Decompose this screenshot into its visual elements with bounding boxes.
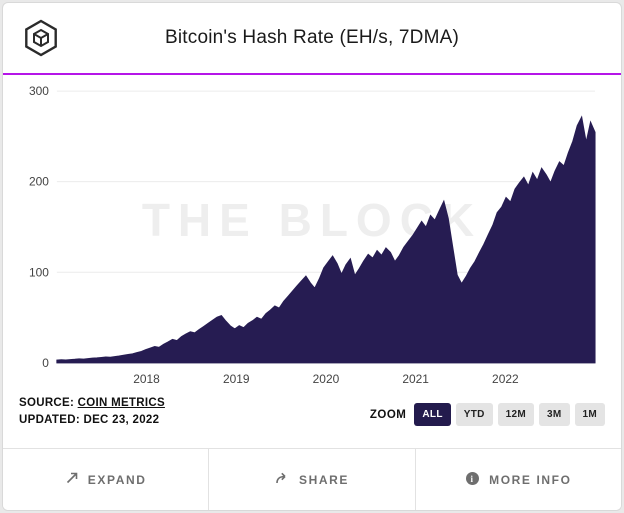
expand-icon: [65, 471, 79, 488]
svg-text:300: 300: [29, 84, 49, 98]
zoom-controls: ZOOM ALL YTD 12M 3M 1M: [370, 403, 605, 428]
card-header: Bitcoin's Hash Rate (EH/s, 7DMA): [3, 3, 621, 73]
hash-rate-chart: 0 100 200 300 2018 2019 2020 2021 2022: [29, 84, 596, 386]
chart-area: THE BLOCK 0 100 200 300 2018 2019 2020 2021 2022: [3, 75, 621, 393]
zoom-label: ZOOM: [369, 408, 407, 421]
zoom-option-ytd[interactable]: YTD: [455, 403, 493, 427]
zoom-button-group: ALL YTD 12M 3M 1M: [414, 403, 605, 427]
source-link[interactable]: COIN METRICS: [77, 397, 165, 409]
svg-text:2022: 2022: [492, 372, 519, 386]
svg-text:i: i: [471, 474, 475, 484]
zoom-option-3m[interactable]: 3M: [539, 403, 570, 427]
action-label: SHARE: [298, 472, 349, 487]
source-info: SOURCE: COIN METRICS UPDATED: DEC 23, 20…: [19, 395, 165, 428]
page-title: Bitcoin's Hash Rate (EH/s, 7DMA): [164, 27, 460, 48]
svg-text:2021: 2021: [402, 372, 429, 386]
svg-text:2020: 2020: [313, 372, 340, 386]
svg-text:0: 0: [42, 356, 49, 370]
zoom-option-1m[interactable]: 1M: [574, 403, 605, 427]
action-label: MORE INFO: [489, 472, 572, 487]
info-icon: i: [465, 471, 480, 489]
zoom-option-12m[interactable]: 12M: [497, 403, 534, 427]
share-icon: [275, 471, 290, 488]
svg-text:2019: 2019: [223, 372, 250, 386]
accent-divider: [3, 73, 621, 75]
action-bar: EXPAND SHARE i MORE INFO: [3, 448, 621, 510]
source-line: SOURCE: COIN METRICS: [19, 397, 165, 409]
share-button[interactable]: SHARE: [208, 449, 415, 510]
the-block-logo: [25, 19, 57, 57]
zoom-option-all[interactable]: ALL: [414, 403, 451, 427]
action-label: EXPAND: [87, 472, 147, 487]
svg-text:100: 100: [29, 265, 49, 279]
expand-button[interactable]: EXPAND: [3, 449, 209, 510]
svg-text:200: 200: [29, 175, 49, 189]
svg-text:2018: 2018: [133, 372, 160, 386]
more-info-button[interactable]: i MORE INFO: [414, 449, 621, 510]
meta-row: SOURCE: COIN METRICS UPDATED: DEC 23, 20…: [3, 393, 621, 428]
updated-line: UPDATED: DEC 23, 2022: [19, 413, 160, 426]
